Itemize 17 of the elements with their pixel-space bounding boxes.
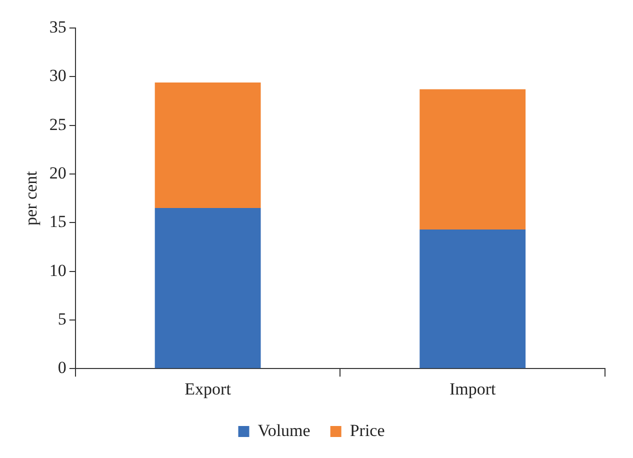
y-tick-label: 15 — [49, 212, 66, 232]
x-tick-label: Export — [184, 379, 232, 398]
y-tick-label: 20 — [49, 163, 66, 182]
y-axis-title: per cent — [22, 170, 41, 226]
y-tick-label: 0 — [58, 358, 66, 378]
legend-label: Price — [350, 420, 385, 440]
y-tick-label: 35 — [49, 17, 66, 36]
y-tick-label: 10 — [49, 260, 66, 280]
legend-label: Volume — [258, 420, 310, 440]
y-tick-label: 30 — [49, 66, 66, 86]
bar — [154, 208, 261, 368]
x-tick-label: Import — [449, 379, 496, 398]
bar — [154, 82, 261, 208]
y-tick-label: 5 — [58, 309, 66, 328]
bar — [420, 229, 526, 368]
y-tick-label: 25 — [49, 114, 66, 134]
bar — [420, 89, 526, 230]
